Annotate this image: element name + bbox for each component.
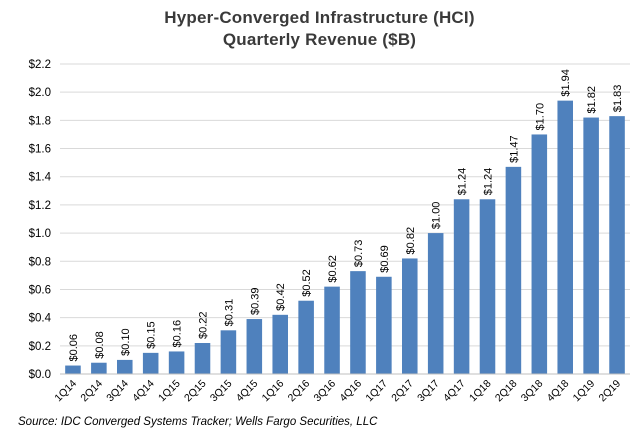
data-label: $0.22 bbox=[198, 311, 210, 339]
x-tick-label: 1Q15 bbox=[156, 378, 183, 405]
x-tick-label: 4Q16 bbox=[337, 378, 364, 405]
bar bbox=[194, 343, 211, 374]
y-tick-label: $1.6 bbox=[29, 144, 51, 156]
y-tick-label: $0.2 bbox=[29, 341, 51, 353]
x-tick-label: 2Q15 bbox=[182, 378, 209, 405]
data-label: $1.82 bbox=[586, 86, 598, 114]
x-tick-label: 2Q14 bbox=[78, 378, 105, 405]
data-label: $0.73 bbox=[353, 240, 365, 268]
bars bbox=[65, 100, 625, 375]
x-tick-label: 2Q19 bbox=[597, 378, 624, 405]
x-tick-label: 4Q15 bbox=[234, 378, 261, 405]
x-axis-tick-labels: 1Q14 2Q14 3Q14 4Q14 1Q15 2Q15 3Q15 4Q15 1Q16 2Q16… bbox=[52, 378, 623, 405]
bar bbox=[609, 116, 625, 375]
x-tick-label: 3Q15 bbox=[208, 378, 235, 405]
y-tick-label: $2.2 bbox=[29, 59, 51, 71]
y-tick-label: $0.8 bbox=[29, 256, 51, 268]
source-note: Source: IDC Converged Systems Tracker; W… bbox=[18, 416, 378, 428]
y-tick-label: $1.2 bbox=[29, 200, 51, 212]
bar bbox=[65, 365, 81, 374]
bar bbox=[531, 134, 548, 374]
y-tick-label: $0.0 bbox=[29, 369, 51, 381]
x-tick-label: 2Q17 bbox=[389, 378, 416, 405]
y-tick-label: $1.0 bbox=[29, 228, 51, 240]
bar bbox=[324, 286, 340, 374]
data-label: $1.00 bbox=[431, 202, 443, 230]
bar bbox=[402, 258, 418, 374]
bar bbox=[453, 199, 470, 374]
bar bbox=[168, 351, 185, 374]
bar bbox=[91, 362, 107, 374]
x-tick-label: 1Q16 bbox=[260, 378, 287, 405]
x-tick-label: 1Q19 bbox=[571, 378, 598, 405]
y-tick-label: $1.4 bbox=[29, 172, 52, 184]
bar bbox=[350, 271, 366, 374]
data-labels: $0.06 $0.08 $0.10 $0.15 $0.16 $0.22 $0.31 $0.39… bbox=[68, 69, 624, 361]
data-label: $0.42 bbox=[275, 283, 287, 311]
bar bbox=[427, 233, 444, 374]
bar bbox=[298, 300, 314, 374]
x-tick-label: 4Q14 bbox=[130, 378, 157, 405]
x-tick-label: 3Q17 bbox=[415, 378, 442, 405]
x-tick-label: 3Q16 bbox=[312, 378, 339, 405]
x-tick-label: 4Q17 bbox=[441, 378, 468, 405]
y-axis-tick-labels: $0.0 $0.2 $0.4 $0.6 $0.8 $1.0 $1.2 $1.4 $1.6 $1.8… bbox=[29, 59, 52, 381]
bar bbox=[117, 359, 133, 374]
data-label: $1.24 bbox=[483, 168, 495, 196]
x-tick-label: 3Q14 bbox=[104, 378, 131, 405]
x-tick-label: 2Q18 bbox=[493, 378, 520, 405]
y-tick-label: $1.8 bbox=[29, 115, 51, 127]
x-tick-label: 3Q18 bbox=[519, 378, 546, 405]
data-label: $0.10 bbox=[120, 328, 132, 356]
data-label: $1.47 bbox=[508, 135, 520, 163]
bar bbox=[479, 199, 496, 374]
x-tick-label: 4Q18 bbox=[545, 378, 572, 405]
data-label: $0.08 bbox=[94, 331, 106, 359]
y-tick-label: $0.4 bbox=[29, 313, 52, 325]
y-tick-label: $0.6 bbox=[29, 284, 51, 296]
x-tick-label: 1Q17 bbox=[363, 378, 390, 405]
chart-title: Hyper-Converged Infrastructure (HCI) bbox=[164, 8, 475, 27]
data-label: $0.62 bbox=[327, 255, 339, 283]
data-label: $0.31 bbox=[223, 299, 235, 327]
data-label: $1.70 bbox=[534, 103, 546, 131]
data-label: $0.15 bbox=[146, 321, 158, 349]
x-tick-label: 1Q14 bbox=[52, 378, 79, 405]
x-tick-label: 2Q16 bbox=[286, 378, 313, 405]
data-label: $1.94 bbox=[560, 69, 572, 97]
data-label: $0.06 bbox=[68, 334, 80, 362]
data-label: $1.24 bbox=[457, 168, 469, 196]
data-label: $0.52 bbox=[301, 269, 313, 297]
bar bbox=[583, 117, 599, 374]
data-label: $0.69 bbox=[379, 245, 391, 273]
bar bbox=[505, 166, 522, 374]
bar bbox=[220, 330, 237, 374]
data-label: $0.39 bbox=[249, 288, 261, 316]
bar bbox=[246, 319, 263, 374]
data-label: $0.16 bbox=[172, 320, 184, 348]
bar bbox=[376, 276, 392, 374]
data-label: $1.83 bbox=[612, 85, 624, 113]
x-tick-label: 1Q18 bbox=[467, 378, 494, 405]
y-tick-label: $2.0 bbox=[29, 87, 51, 99]
bar bbox=[142, 352, 159, 374]
data-label: $0.82 bbox=[405, 227, 417, 255]
bar bbox=[272, 314, 288, 374]
bar bbox=[557, 100, 573, 375]
chart-subtitle: Quarterly Revenue ($B) bbox=[222, 30, 417, 49]
